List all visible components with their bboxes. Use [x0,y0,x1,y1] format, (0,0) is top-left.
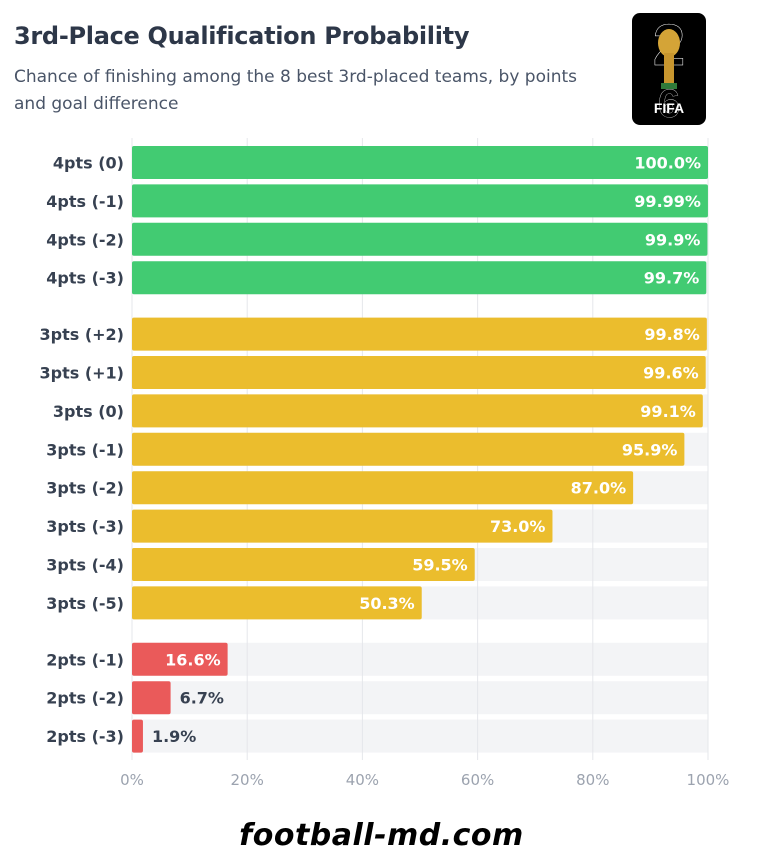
category-label: 4pts (0) [53,154,124,173]
value-label: 6.7% [180,689,224,708]
value-label: 99.7% [644,269,700,288]
bar-track [132,681,708,715]
bar [132,356,706,389]
category-label: 3pts (-4) [46,556,124,575]
x-tick-label: 20% [231,771,264,789]
category-label: 4pts (-2) [46,230,124,249]
value-label: 99.6% [643,364,699,383]
bar [132,432,685,466]
value-label: 99.99% [634,192,701,211]
bar-track [132,642,708,676]
x-tick-label: 0% [120,771,144,789]
trophy-stem [664,53,674,87]
chart-subtitle: Chance of finishing among the 8 best 3rd… [14,67,578,114]
category-label: 3pts (-2) [46,479,124,498]
trophy-base [661,83,677,89]
x-tick-label: 60% [461,771,494,789]
value-label: 100.0% [634,154,701,173]
bar [132,394,703,428]
bar-chart: 4pts (0) 100.0% 4pts (-1) 99.99% 4pts (-2) 99… [40,138,730,789]
x-tick-label: 40% [346,771,379,789]
value-label: 59.5% [412,556,468,575]
bar [132,471,634,505]
category-label: 3pts (-3) [46,517,124,536]
category-label: 3pts (0) [53,402,124,421]
category-label: 2pts (-2) [46,689,124,708]
bar [132,548,475,581]
logo-fifa-text: FIFA [654,100,684,116]
bar [132,681,171,715]
x-tick-label: 80% [576,771,609,789]
bar [132,642,228,676]
category-label: 3pts (-5) [46,594,124,613]
bar-track [132,719,708,753]
bar [132,509,553,543]
category-label: 2pts (-3) [46,727,124,746]
value-label: 99.1% [640,402,696,421]
category-label: 3pts (+1) [40,364,125,383]
chart-card: 3rd-Place Qualification Probability Chan… [14,13,730,789]
value-label: 87.0% [571,479,627,498]
value-label: 99.8% [644,325,700,344]
category-label: 4pts (-3) [46,269,124,288]
value-label: 1.9% [152,727,196,746]
fifa-world-cup-2026-logo: 2 6 FIFA [632,13,706,125]
x-tick-label: 100% [687,771,730,789]
bar [132,317,707,351]
chart-title: 3rd-Place Qualification Probability [14,22,470,50]
value-label: 16.6% [165,650,221,669]
value-label: 50.3% [359,594,415,613]
logo-digit-bottom: 6 [658,82,680,125]
bar [132,222,708,256]
bar [132,719,143,753]
category-label: 3pts (-1) [46,440,124,459]
value-label: 73.0% [490,517,546,536]
category-label: 2pts (-1) [46,650,124,669]
footer-watermark: football-md.com [239,818,524,853]
bar [132,586,422,620]
value-label: 95.9% [622,440,678,459]
bar [132,184,708,218]
bar [132,261,707,295]
category-label: 3pts (+2) [40,325,125,344]
value-label: 99.9% [645,230,701,249]
bar [132,146,708,179]
trophy-icon [658,29,680,57]
category-label: 4pts (-1) [46,192,124,211]
